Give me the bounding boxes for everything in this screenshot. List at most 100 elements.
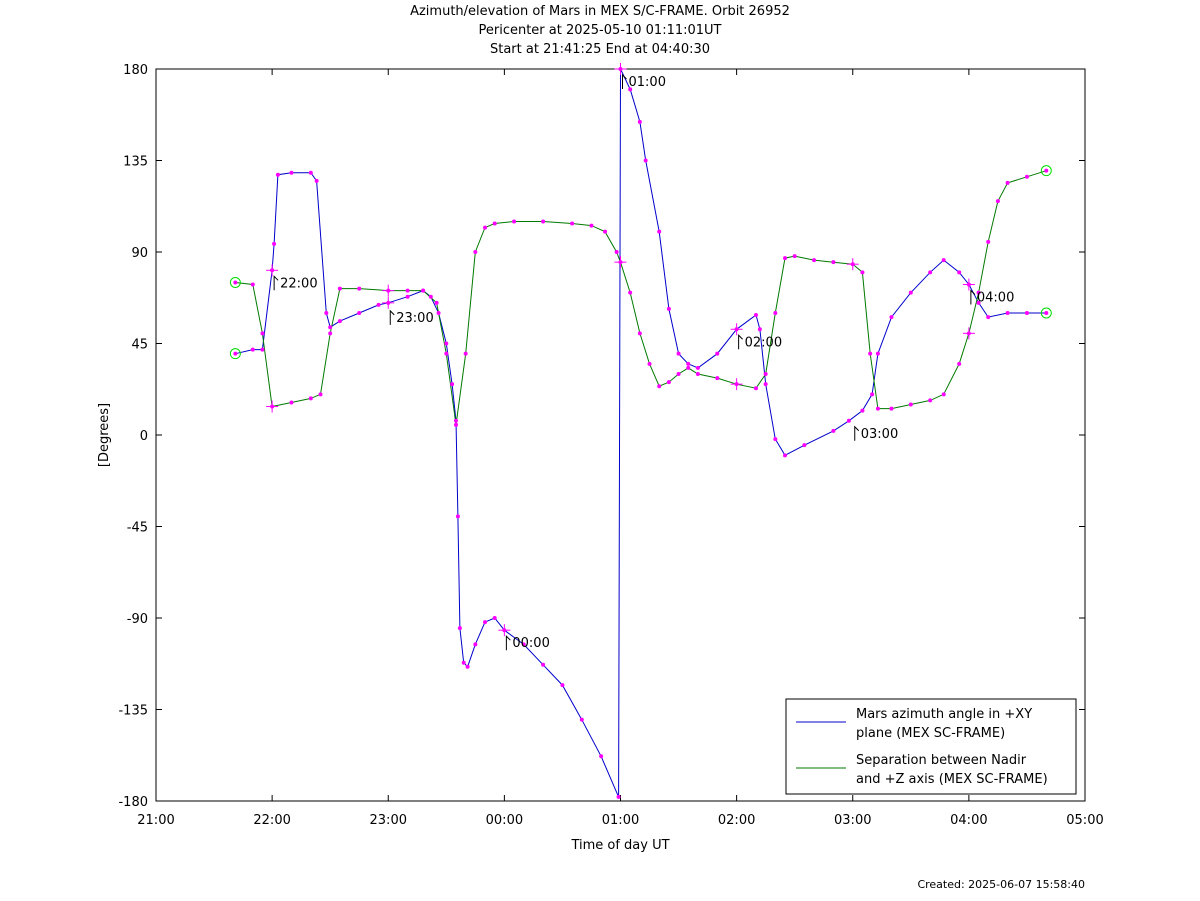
data-point-marker [889, 315, 894, 320]
data-point-marker [695, 365, 700, 370]
hour-annotation-label: 23:00 [396, 311, 433, 326]
data-point-marker [628, 290, 633, 295]
data-point-marker [783, 453, 788, 458]
data-point-marker [521, 642, 526, 647]
data-point-marker [376, 302, 381, 307]
y-tick-label: 180 [123, 63, 148, 78]
x-tick-label: 05:00 [1066, 813, 1103, 828]
data-point-marker [308, 396, 313, 401]
data-point-marker [405, 294, 410, 299]
y-tick-label: 90 [131, 246, 148, 261]
hour-annotation-label: 22:00 [280, 276, 317, 291]
y-tick-label: 0 [140, 429, 148, 444]
data-point-marker [483, 225, 488, 230]
y-tick-label: -90 [127, 612, 148, 627]
data-point-marker [512, 219, 517, 224]
data-point-marker [328, 331, 333, 336]
data-point-marker [753, 386, 758, 391]
data-point-marker [860, 408, 865, 413]
legend-label-separation-line1: Separation between Nadir [856, 753, 1027, 768]
data-point-marker [870, 392, 875, 397]
data-point-marker [275, 172, 280, 177]
data-point-marker [695, 372, 700, 376]
data-point-marker [928, 270, 933, 275]
hour-annotation-arrow [738, 334, 743, 350]
data-point-marker [589, 223, 594, 228]
series-line-1 [235, 170, 1047, 425]
data-point-marker [272, 241, 277, 246]
data-point-marker [457, 626, 462, 631]
y-tick-label: -135 [118, 704, 148, 719]
hour-annotation-arrow [622, 73, 627, 89]
data-point-marker [473, 250, 478, 254]
x-tick-label: 03:00 [834, 813, 871, 828]
x-tick-label: 21:00 [137, 813, 174, 828]
data-point-marker [289, 170, 294, 175]
data-point-marker [637, 331, 642, 336]
data-point-marker [463, 351, 468, 356]
data-point-marker [686, 361, 691, 366]
y-tick-label: -45 [127, 521, 148, 536]
data-point-marker [421, 288, 426, 293]
data-point-marker [405, 288, 410, 293]
data-point-marker [492, 221, 497, 226]
x-tick-label: 02:00 [718, 813, 755, 828]
data-point-marker [831, 260, 836, 265]
legend: Mars azimuth angle in +XY plane (MEX SC-… [785, 698, 1077, 795]
endpoint-circle [229, 348, 241, 360]
data-point-marker [1044, 168, 1049, 173]
x-tick-label: 01:00 [602, 813, 639, 828]
data-point-marker [260, 347, 265, 352]
data-point-marker [579, 717, 584, 722]
data-point-marker [860, 270, 865, 275]
data-point-marker [773, 311, 778, 315]
data-point-marker [541, 219, 546, 224]
data-point-marker [1024, 311, 1029, 315]
data-point-marker [570, 221, 575, 226]
data-point-marker [643, 158, 648, 163]
data-point-marker [976, 290, 981, 295]
data-point-marker [676, 372, 681, 376]
x-tick-label: 23:00 [370, 813, 407, 828]
data-point-marker [318, 392, 323, 397]
x-axis-label: Time of day UT [570, 838, 669, 853]
hour-annotation-label: 04:00 [977, 291, 1014, 306]
data-point-marker [453, 418, 458, 423]
x-tick-label: 22:00 [253, 813, 290, 828]
data-point-marker [250, 347, 255, 352]
data-point-marker [889, 406, 894, 411]
endpoint-circle [229, 277, 241, 288]
data-point-marker [599, 754, 604, 759]
data-point-marker [328, 325, 333, 330]
data-point-marker [603, 229, 608, 234]
data-point-marker [560, 683, 565, 688]
data-point-marker [846, 418, 851, 423]
data-point-marker [492, 616, 497, 620]
data-point-marker [657, 384, 662, 389]
data-point-marker [868, 351, 873, 356]
data-point-marker [1005, 180, 1010, 185]
data-point-marker [928, 398, 933, 403]
data-point-marker [783, 256, 788, 261]
data-point-marker [763, 372, 768, 376]
hour-annotation-arrow [389, 309, 395, 325]
data-point-marker [444, 351, 449, 356]
y-tick-label: 45 [131, 338, 148, 353]
data-point-marker [831, 428, 836, 433]
legend-label-azimuth-line2: plane (MEX SC-FRAME) [856, 726, 1005, 741]
legend-box [785, 698, 1077, 795]
data-point-marker [434, 300, 439, 305]
data-point-marker [250, 282, 255, 287]
data-point-marker [541, 662, 546, 667]
hour-annotation-arrow [505, 634, 511, 651]
data-point-marker [616, 794, 621, 799]
data-point-marker [715, 351, 720, 356]
x-tick-label: 00:00 [486, 813, 523, 828]
data-point-marker [444, 341, 449, 346]
hour-annotation-arrow [854, 425, 860, 441]
hour-annotation-layer: 22:00 23:00 00:00 01:00 02:00 03:00 04:00 [273, 73, 1014, 651]
data-point-marker [289, 400, 294, 405]
data-point-marker [1044, 311, 1049, 315]
data-point-marker [628, 87, 633, 92]
